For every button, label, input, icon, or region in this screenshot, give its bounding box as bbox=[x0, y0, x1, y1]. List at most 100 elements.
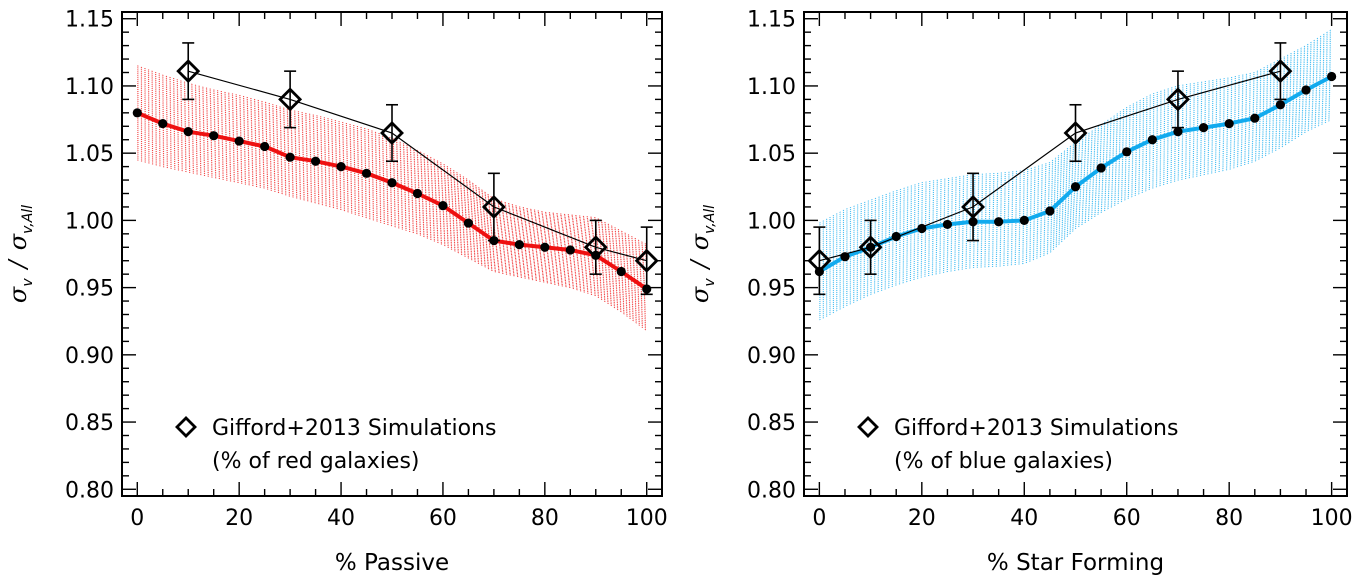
band-line bbox=[137, 94, 647, 272]
band-line bbox=[819, 31, 1332, 226]
x-tick-label: 80 bbox=[531, 506, 559, 531]
band-line bbox=[137, 86, 647, 265]
y-title-part: v,All bbox=[702, 205, 718, 234]
data-point bbox=[336, 162, 346, 172]
band-line bbox=[137, 73, 647, 253]
data-point bbox=[891, 231, 901, 242]
band-line bbox=[137, 139, 647, 314]
y-tick-label: 0.80 bbox=[65, 478, 114, 503]
diamond-marker bbox=[858, 235, 883, 260]
y-title-part: / bbox=[686, 257, 714, 270]
sim-line bbox=[188, 70, 647, 262]
data-point bbox=[209, 131, 219, 141]
legend-line-1: Gifford+2013 Simulations bbox=[894, 416, 1178, 441]
data-point bbox=[361, 168, 372, 178]
data-point bbox=[310, 156, 321, 166]
diamond-marker bbox=[961, 194, 986, 219]
band-line bbox=[819, 111, 1332, 313]
y-tick-label: 0.95 bbox=[65, 277, 114, 302]
band-line bbox=[137, 79, 647, 258]
band-line bbox=[137, 147, 647, 321]
band-line bbox=[819, 36, 1332, 232]
x-tick-label: 0 bbox=[812, 506, 826, 531]
data-point bbox=[412, 188, 423, 199]
band-line bbox=[819, 59, 1332, 256]
data-point bbox=[1070, 182, 1081, 192]
diamond-marker bbox=[278, 87, 303, 112]
plot-area bbox=[132, 42, 659, 331]
band-line bbox=[137, 131, 647, 306]
y-title-part: v,All bbox=[20, 205, 36, 234]
band-line bbox=[137, 126, 647, 301]
y-tick-label: 0.90 bbox=[65, 344, 114, 369]
band-line bbox=[137, 75, 647, 254]
band-line bbox=[137, 81, 647, 260]
band-line bbox=[137, 88, 647, 267]
y-tick-label: 1.10 bbox=[65, 75, 114, 100]
band-line bbox=[137, 155, 647, 328]
data-point bbox=[1045, 206, 1055, 216]
diamond-marker bbox=[807, 248, 832, 273]
data-point bbox=[1327, 71, 1337, 82]
y-title-part: σ bbox=[686, 286, 714, 303]
band-line bbox=[819, 113, 1332, 315]
band-line bbox=[137, 137, 647, 312]
y-tick-label: 1.10 bbox=[747, 75, 796, 100]
y-tick-label: 0.80 bbox=[747, 478, 796, 503]
band-line bbox=[819, 77, 1332, 276]
y-title-part: v bbox=[702, 278, 718, 287]
data-point bbox=[616, 266, 626, 277]
band-line bbox=[137, 104, 647, 281]
y-title-part: σ bbox=[4, 286, 32, 303]
band-line bbox=[137, 106, 647, 283]
x-axis-title: % Star Forming bbox=[987, 550, 1164, 576]
band-line bbox=[137, 145, 647, 319]
y-tick-label: 1.15 bbox=[747, 8, 796, 33]
x-tick-label: 60 bbox=[429, 506, 457, 531]
y-tick-label: 0.85 bbox=[747, 411, 796, 436]
diamond-marker bbox=[1165, 87, 1190, 112]
x-tick-label: 100 bbox=[626, 506, 668, 531]
band-line bbox=[137, 120, 647, 296]
band-line bbox=[819, 40, 1332, 236]
band-line bbox=[137, 82, 647, 262]
band-line bbox=[137, 149, 647, 323]
data-point bbox=[260, 141, 270, 152]
data-point bbox=[1224, 118, 1234, 129]
data-point bbox=[463, 218, 474, 228]
band-line bbox=[137, 118, 647, 294]
diamond-marker bbox=[1268, 59, 1293, 84]
band-line bbox=[137, 128, 647, 303]
data-point bbox=[994, 217, 1004, 227]
legend-line-2: (% of blue galaxies) bbox=[894, 449, 1113, 474]
y-tick-label: 0.90 bbox=[747, 344, 796, 369]
band-line bbox=[137, 108, 647, 285]
panel-passive: 0.80 0.85 0.90 0.95 1.00 1.05 1.10 1.15 0 20 40 60 8… bbox=[4, 8, 668, 576]
data-point bbox=[514, 239, 524, 250]
x-tick-label: 100 bbox=[1311, 506, 1353, 531]
legend-diamond-icon bbox=[857, 416, 879, 438]
band-line bbox=[137, 102, 647, 279]
band-line bbox=[137, 84, 647, 263]
band-line bbox=[819, 66, 1332, 264]
band-line bbox=[819, 29, 1332, 224]
data-point bbox=[1096, 163, 1106, 173]
y-tick-label: 1.00 bbox=[747, 209, 796, 234]
diamond-marker bbox=[380, 121, 404, 145]
plot-area bbox=[807, 29, 1337, 321]
x-tick-label: 20 bbox=[225, 506, 253, 531]
x-tick-label: 0 bbox=[130, 506, 144, 531]
data-point bbox=[1173, 127, 1183, 137]
y-axis-title: σv/σv,All bbox=[4, 205, 36, 303]
band-line bbox=[819, 81, 1332, 280]
y-title-part: / bbox=[4, 257, 32, 270]
band-line bbox=[137, 157, 647, 330]
band-line bbox=[819, 79, 1332, 278]
legend-line-2: (% of red galaxies) bbox=[212, 449, 420, 474]
scatter-band bbox=[819, 29, 1332, 321]
legend-line-1: Gifford+2013 Simulations bbox=[212, 416, 496, 441]
diamond-marker bbox=[634, 248, 659, 273]
y-tick-label: 1.05 bbox=[65, 142, 114, 167]
diamond-marker bbox=[176, 59, 201, 84]
band-line bbox=[137, 130, 647, 305]
